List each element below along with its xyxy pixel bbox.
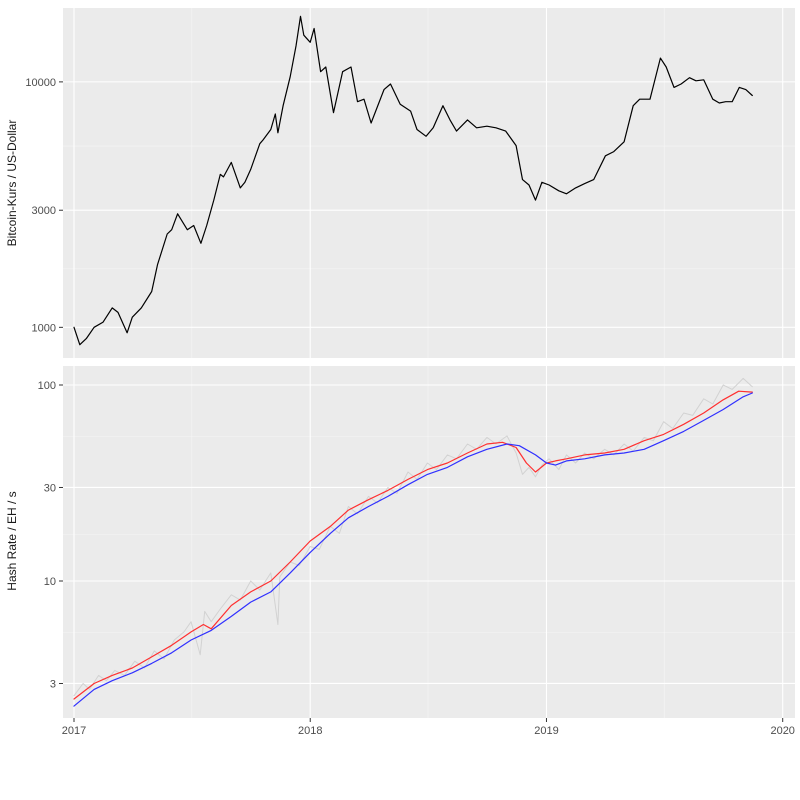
y-tick-label: 3000 bbox=[32, 205, 56, 217]
price-panel: 1000 3000 10000 bbox=[25, 8, 795, 358]
series-line-1-2 bbox=[73, 392, 753, 707]
hashrate-y-axis-title: Hash Rate / EH / s bbox=[5, 491, 19, 590]
y-tick-label: 10 bbox=[44, 576, 56, 588]
hashrate-panel: 3 10 30 100 bbox=[38, 366, 795, 718]
x-tick-label: 2019 bbox=[534, 725, 558, 737]
x-tick-label: 2020 bbox=[770, 725, 794, 737]
y-tick-label: 100 bbox=[38, 380, 56, 392]
price-y-axis-title: Bitcoin-Kurs / US-Dollar bbox=[5, 120, 19, 247]
y-tick-label: 1000 bbox=[32, 322, 56, 334]
x-axis: 2017 2018 2019 2020 bbox=[62, 718, 795, 737]
panel-background bbox=[63, 366, 795, 718]
series-line-0-0 bbox=[73, 15, 753, 346]
y-tick-label: 10000 bbox=[25, 77, 56, 89]
y-tick-label: 30 bbox=[44, 482, 56, 494]
series-line-1-1 bbox=[73, 390, 753, 700]
x-tick-label: 2018 bbox=[298, 725, 322, 737]
panel-background bbox=[63, 8, 795, 358]
x-tick-label: 2017 bbox=[62, 725, 86, 737]
y-tick-label: 3 bbox=[50, 678, 56, 690]
series-line-1-0 bbox=[73, 377, 753, 697]
